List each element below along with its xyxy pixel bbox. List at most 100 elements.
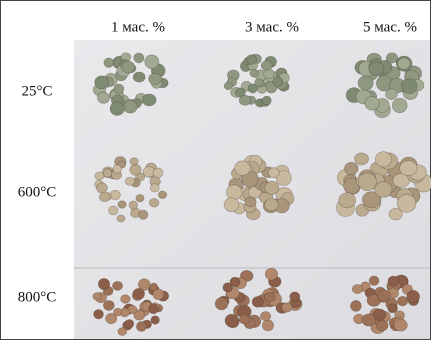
pellet: [149, 198, 159, 207]
pellet: [118, 201, 126, 209]
pellet: [262, 96, 271, 105]
pellet: [133, 288, 145, 299]
pellet: [97, 183, 108, 193]
pellet: [281, 303, 292, 313]
pellet: [375, 181, 392, 197]
pellet: [98, 278, 109, 289]
pellet: [386, 89, 398, 100]
pellet: [265, 199, 279, 211]
pellet: [103, 169, 112, 177]
pellet: [226, 185, 242, 200]
column-label: 3 мас. %: [245, 19, 299, 35]
pellet: [358, 173, 376, 191]
pellet: [224, 198, 239, 212]
pellet: [125, 177, 134, 185]
pellet: [104, 58, 114, 68]
pellet: [97, 92, 109, 103]
pellet: [110, 102, 124, 116]
pellet: [352, 284, 363, 293]
pellet: [255, 79, 264, 87]
pellet: [139, 210, 148, 219]
pellet: [401, 79, 417, 94]
pellet: [397, 195, 416, 213]
pellet: [398, 58, 410, 70]
pellet: [261, 61, 272, 71]
pellet: [133, 72, 145, 82]
pellet: [153, 289, 164, 300]
pellet: [246, 55, 256, 65]
pellet: [153, 168, 163, 178]
pellet: [262, 320, 273, 331]
pellet: [230, 277, 240, 287]
figure: 1 мас. % 3 мас. % 5 мас. % 25°C 600°C 80…: [0, 0, 431, 340]
pellet: [362, 314, 375, 326]
pellet: [239, 95, 251, 105]
pellet: [113, 281, 123, 290]
pellet: [350, 300, 361, 311]
pellet: [386, 53, 397, 63]
pellet: [407, 290, 420, 302]
pellet: [375, 152, 391, 167]
pellet: [134, 53, 144, 63]
pellet: [224, 82, 232, 90]
pellet: [103, 300, 114, 310]
pellet: [95, 172, 104, 180]
pellet: [118, 328, 127, 336]
pellet: [245, 197, 256, 207]
pellet: [264, 292, 275, 302]
pellet: [392, 98, 407, 112]
pellet: [136, 321, 146, 331]
pellet: [114, 84, 124, 94]
pellet: [150, 184, 159, 192]
pellet: [339, 193, 356, 208]
pellet: [400, 160, 418, 175]
pellet: [108, 206, 118, 215]
pellet: [388, 276, 399, 286]
pellet: [130, 164, 141, 175]
pellet: [123, 100, 137, 113]
pellet: [369, 276, 379, 286]
pellet: [142, 94, 156, 106]
pellet: [113, 165, 122, 174]
column-label: 5 мас. %: [363, 19, 417, 35]
pellet: [358, 76, 373, 91]
pellet: [290, 292, 300, 302]
pellet: [129, 201, 138, 209]
pellet: [136, 194, 144, 202]
pellet: [149, 304, 159, 314]
pellet: [369, 62, 384, 76]
pellet: [122, 61, 135, 73]
pellet: [265, 268, 278, 280]
pellet: [265, 181, 279, 194]
row-label: 800°C: [18, 289, 57, 305]
pellet: [378, 290, 391, 301]
pellet: [125, 320, 134, 329]
pellet: [215, 298, 228, 310]
pellet: [394, 319, 408, 331]
pellet: [388, 304, 398, 313]
pellet: [268, 168, 279, 178]
pellet: [158, 191, 166, 198]
pellet: [397, 296, 407, 306]
pellet: [113, 308, 121, 316]
pellet: [95, 76, 109, 89]
pellet: [250, 69, 258, 77]
pellet: [99, 192, 110, 201]
pellet: [94, 310, 104, 319]
pellet: [235, 161, 251, 175]
pellet: [121, 295, 131, 304]
pellet: [273, 77, 283, 87]
pellet: [93, 293, 102, 301]
pellet: [130, 158, 138, 165]
pellet: [376, 320, 388, 331]
pellet: [225, 314, 238, 327]
pellet: [365, 97, 379, 111]
pellet: [252, 296, 263, 307]
pellet: [354, 153, 368, 165]
pellet: [117, 215, 125, 222]
row-label: 25°C: [21, 83, 52, 99]
pellet: [145, 55, 159, 69]
pellet: [149, 73, 162, 84]
row-label: 600°C: [18, 184, 57, 200]
pellet: [345, 162, 359, 175]
